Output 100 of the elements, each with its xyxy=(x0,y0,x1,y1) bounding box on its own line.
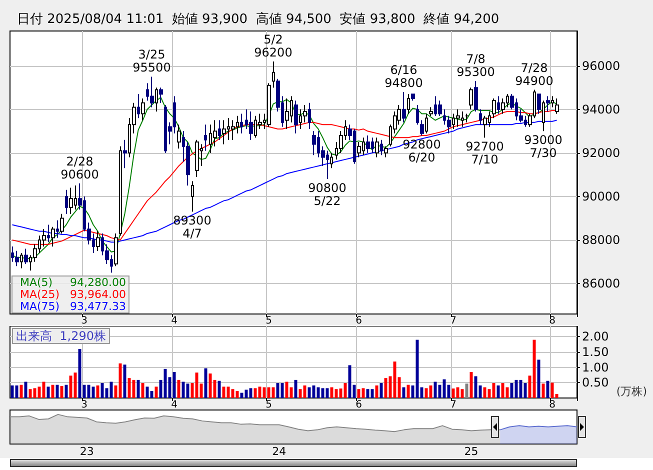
candlestick xyxy=(51,226,55,248)
candlestick xyxy=(96,230,100,252)
candlestick xyxy=(20,252,23,269)
candlestick xyxy=(384,146,388,158)
bar xyxy=(272,387,275,398)
candlestick xyxy=(24,248,28,264)
y-tick-label: 96000 xyxy=(582,58,620,73)
annotation: 出来高 1,290株 xyxy=(16,329,106,343)
annotation: 92800 6/20 xyxy=(402,137,441,164)
annotation: 93,964.00 xyxy=(70,288,126,301)
bar xyxy=(15,385,18,398)
candlestick xyxy=(137,94,140,119)
y-tick-label: 94000 xyxy=(582,102,620,116)
candlestick xyxy=(330,152,333,169)
x-tick-label: 23 xyxy=(80,445,94,458)
candlestick xyxy=(456,108,460,128)
candlestick xyxy=(65,189,68,214)
bar xyxy=(56,384,59,398)
bar xyxy=(186,384,190,398)
bar xyxy=(64,384,68,398)
bar xyxy=(506,387,509,398)
x-tick-label: 8 xyxy=(549,400,556,410)
annotation: 93000 7/30 xyxy=(524,133,562,160)
candlestick xyxy=(204,124,207,152)
bar xyxy=(24,382,28,398)
bar xyxy=(406,384,410,398)
candlestick xyxy=(407,94,410,114)
bar xyxy=(51,384,54,398)
annotation: 2/28 90600 xyxy=(60,154,99,182)
candlestick xyxy=(47,224,50,243)
bar xyxy=(42,382,46,398)
y-tick-label: 1.00 xyxy=(582,360,609,374)
candlestick xyxy=(267,82,271,128)
bar xyxy=(280,382,284,398)
bar xyxy=(370,389,374,398)
y-tick-label: 90000 xyxy=(582,189,620,204)
candlestick xyxy=(429,106,433,116)
bar xyxy=(20,384,23,398)
candlestick xyxy=(240,113,243,134)
bar xyxy=(362,388,365,398)
x-tick-label: 5 xyxy=(266,316,272,326)
candlestick xyxy=(195,139,199,178)
candlestick xyxy=(497,96,500,114)
bar xyxy=(60,386,64,398)
bar xyxy=(236,390,239,398)
y-axis-title: (万株) xyxy=(616,385,648,398)
candlestick xyxy=(501,98,505,114)
bar xyxy=(172,372,176,398)
candlestick xyxy=(222,120,226,145)
x-tick-label: 4 xyxy=(171,316,178,326)
candlestick xyxy=(425,113,428,134)
candlestick xyxy=(438,100,442,116)
bar xyxy=(92,386,95,398)
bar xyxy=(537,360,540,398)
candlestick xyxy=(249,111,253,140)
annotation: 92700 7/10 xyxy=(466,140,504,167)
bar xyxy=(294,380,298,398)
annotation: 7/28 94900 xyxy=(515,60,554,88)
y-tick-label: 86000 xyxy=(582,276,620,291)
bar xyxy=(96,385,100,398)
bar xyxy=(303,385,306,398)
candlestick xyxy=(231,120,235,140)
candlestick xyxy=(416,104,419,126)
bar xyxy=(524,382,527,398)
candlestick xyxy=(555,98,559,114)
candlestick xyxy=(542,100,545,132)
candlestick xyxy=(191,180,194,212)
candlestick xyxy=(469,87,473,110)
bar xyxy=(546,380,550,398)
candlestick xyxy=(380,139,383,156)
y-tick-label: 92000 xyxy=(582,146,620,160)
bar xyxy=(375,385,378,398)
bar xyxy=(492,382,496,398)
bar xyxy=(177,380,180,398)
x-tick-label: 8 xyxy=(549,316,556,326)
candlestick xyxy=(465,113,469,123)
bar xyxy=(132,380,136,398)
candlestick xyxy=(474,80,478,112)
candlestick xyxy=(114,232,118,267)
annotation: 5/2 96200 xyxy=(254,32,292,60)
candlestick xyxy=(177,124,181,150)
candlestick xyxy=(155,87,158,112)
candlestick xyxy=(366,134,370,154)
candlestick xyxy=(159,87,163,104)
bar xyxy=(118,363,122,398)
annotation: 94,280.00 xyxy=(70,276,126,289)
candlestick xyxy=(420,120,424,136)
candlestick xyxy=(537,94,541,114)
candlestick xyxy=(285,98,289,130)
bar xyxy=(344,382,347,398)
candlestick xyxy=(479,108,482,126)
bar xyxy=(496,385,500,398)
bar xyxy=(141,382,144,398)
bar xyxy=(150,390,154,398)
annotation: 89300 4/7 xyxy=(173,214,212,241)
candlestick xyxy=(357,142,361,158)
bar xyxy=(542,384,545,398)
x-tick-label: 5 xyxy=(266,400,272,410)
text: MA(75) xyxy=(20,300,60,313)
candlestick xyxy=(150,76,154,108)
